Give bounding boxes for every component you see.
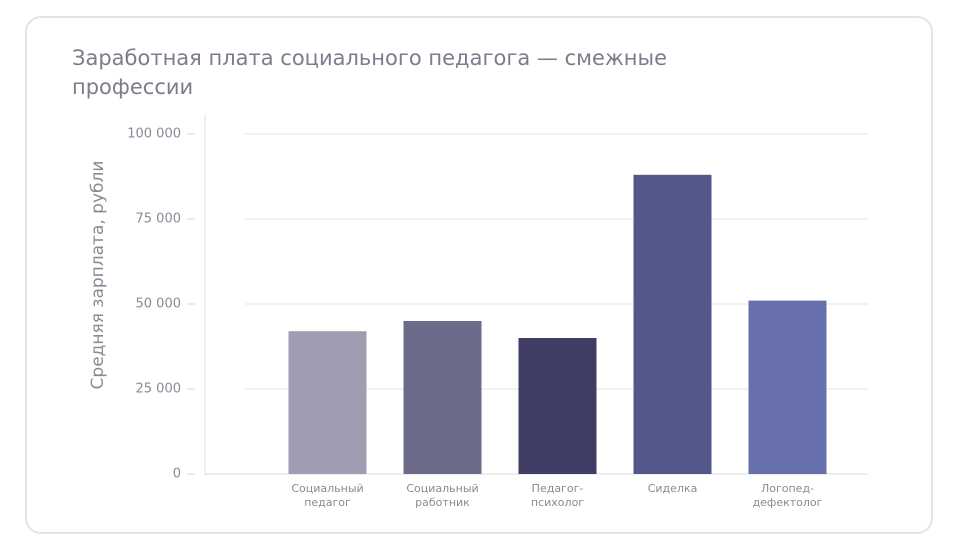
x-tick-label: Логопед-дефектолог [752,482,823,509]
x-tick-label: Сиделка [647,482,698,495]
chart-title: Заработная плата социального педагога — … [72,46,668,99]
bar [403,321,482,474]
y-tick-label: 100 000 [127,127,181,142]
y-tick-label: 0 [173,467,181,482]
y-tick-label: 75 000 [136,212,182,227]
bar [748,300,827,474]
y-tick-label: 50 000 [136,297,182,312]
y-tick-label: 25 000 [136,382,182,397]
bar [288,331,367,474]
x-tick-label: Социальный работник [406,482,479,509]
bar [633,174,712,475]
x-tick-label: Социальный педагог [291,482,364,509]
x-tick-label: Педагог-психолог [530,482,585,509]
bar [518,338,597,474]
y-axis-label: Средняя зарплата, рубли [88,161,108,390]
card [25,16,933,534]
